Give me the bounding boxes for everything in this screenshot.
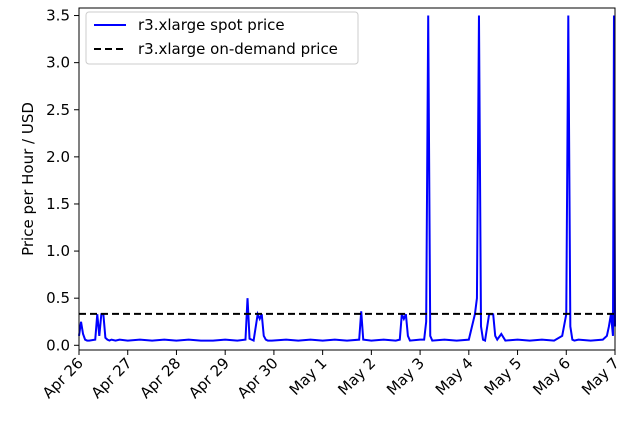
- legend-label: r3.xlarge on-demand price: [138, 40, 338, 58]
- x-tick-label: May 5: [481, 354, 526, 399]
- legend: r3.xlarge spot price r3.xlarge on-demand …: [85, 11, 359, 65]
- y-tick-label: 3.0: [46, 54, 70, 72]
- axes-frame: [78, 7, 616, 351]
- x-tick-label: Apr 28: [136, 354, 184, 402]
- y-tick-label: 2.0: [46, 148, 70, 166]
- x-tick-label: Apr 26: [39, 354, 87, 402]
- x-tick-label: May 3: [383, 354, 428, 399]
- x-tick-label: Apr 29: [185, 354, 233, 402]
- x-tick-label: May 1: [286, 354, 331, 399]
- legend-label: r3.xlarge spot price: [138, 16, 285, 34]
- spot-price-line: [78, 15, 616, 343]
- x-axis-ticks: Apr 26 Apr 27 Apr 28 Apr 29 Apr 30 May 1 May 2…: [39, 350, 623, 402]
- y-tick-label: 3.5: [46, 7, 70, 25]
- series-layer: [78, 15, 616, 343]
- y-tick-label: 0.0: [46, 336, 70, 354]
- y-tick-label: 1.0: [46, 242, 70, 260]
- y-axis-label: Price per Hour / USD: [19, 102, 37, 256]
- legend-box: [85, 11, 359, 65]
- x-tick-label: Apr 27: [88, 354, 136, 402]
- y-tick-label: 2.5: [46, 101, 70, 119]
- x-tick-label: May 6: [529, 354, 574, 399]
- x-tick-label: Apr 30: [234, 354, 282, 402]
- plot-area: [78, 7, 616, 351]
- y-tick-label: 1.5: [46, 195, 70, 213]
- x-tick-label: May 2: [334, 354, 379, 399]
- y-axis-ticks: 0.0 0.5 1.0 1.5 2.0 2.5 3.0 3.5: [46, 7, 79, 354]
- x-tick-label: May 7: [578, 354, 623, 399]
- x-tick-label: May 4: [432, 354, 477, 399]
- y-tick-label: 0.5: [46, 289, 70, 307]
